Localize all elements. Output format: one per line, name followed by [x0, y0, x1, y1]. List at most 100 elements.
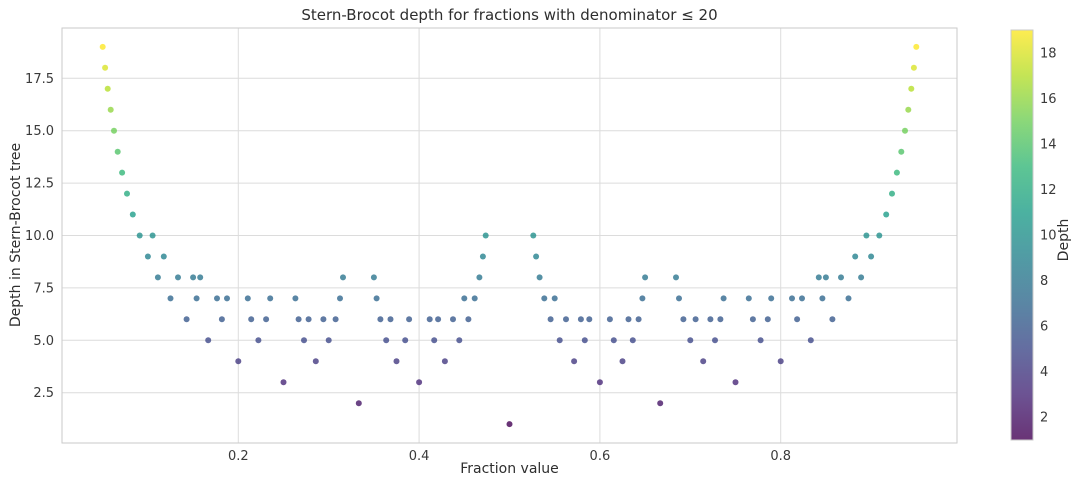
data-point — [373, 295, 380, 302]
data-point — [104, 85, 111, 92]
data-point — [794, 316, 801, 323]
data-point — [789, 295, 795, 302]
data-point — [898, 148, 905, 155]
data-point — [586, 316, 593, 323]
data-point — [193, 295, 200, 302]
data-point — [218, 316, 225, 323]
x-tick-label: 0.2 — [228, 449, 249, 464]
data-point — [893, 169, 900, 176]
y-tick-label: 10.0 — [25, 229, 54, 244]
data-point — [547, 316, 554, 323]
x-axis-label: Fraction value — [460, 461, 559, 477]
x-tick-label: 0.6 — [590, 449, 611, 464]
data-point — [465, 316, 472, 323]
data-point — [114, 148, 121, 155]
data-point — [119, 169, 126, 176]
data-point — [102, 64, 109, 71]
data-point — [700, 358, 707, 365]
data-point — [749, 316, 756, 323]
colorbar-tick-label: 10 — [1040, 229, 1057, 244]
data-point — [822, 274, 829, 281]
data-point — [571, 358, 578, 365]
data-point — [858, 274, 865, 281]
data-point — [596, 379, 603, 386]
data-point — [280, 379, 287, 386]
data-point — [406, 316, 413, 323]
data-point — [676, 295, 682, 302]
data-point — [707, 316, 714, 323]
colorbar-tick-label: 18 — [1040, 46, 1057, 61]
data-point — [154, 274, 161, 281]
data-point — [889, 190, 895, 197]
data-point — [332, 316, 339, 323]
data-point — [868, 253, 875, 260]
data-point — [99, 43, 106, 50]
data-point — [387, 316, 394, 323]
data-point — [301, 337, 307, 344]
y-tick-label: 2.5 — [33, 386, 54, 401]
data-point — [556, 337, 563, 344]
data-point — [902, 127, 908, 134]
colorbar-label: Depth — [1056, 218, 1072, 262]
data-point — [107, 106, 114, 113]
data-point — [337, 295, 343, 302]
data-point — [905, 106, 912, 113]
data-point — [482, 232, 489, 239]
data-point — [175, 274, 181, 281]
data-point — [619, 358, 626, 365]
data-point — [111, 127, 117, 134]
data-point — [829, 316, 836, 323]
data-point — [606, 316, 613, 323]
data-point — [908, 85, 915, 92]
data-point — [224, 295, 230, 302]
data-point — [167, 295, 174, 302]
data-point — [692, 316, 699, 323]
y-tick-label: 12.5 — [25, 177, 54, 192]
data-point — [720, 295, 727, 302]
colorbar-tick-label: 12 — [1040, 183, 1057, 198]
y-axis-label: Depth in Stern-Brocot tree — [8, 142, 24, 328]
data-point — [815, 274, 822, 281]
data-point — [370, 274, 377, 281]
data-point — [205, 337, 212, 344]
data-point — [657, 400, 664, 407]
data-point — [732, 379, 739, 386]
data-point — [190, 274, 197, 281]
data-point — [456, 337, 463, 344]
data-point — [863, 232, 870, 239]
data-point — [267, 295, 274, 302]
data-point — [461, 295, 468, 302]
data-point — [441, 358, 448, 365]
data-point — [292, 295, 299, 302]
colorbar-gradient — [1011, 30, 1033, 440]
data-point — [312, 358, 319, 365]
data-point — [680, 316, 687, 323]
data-point — [325, 337, 332, 344]
data-point — [530, 232, 537, 239]
data-point — [255, 337, 262, 344]
data-point — [635, 316, 642, 323]
data-point — [183, 316, 190, 323]
data-point — [244, 295, 251, 302]
data-point — [625, 316, 632, 323]
scatter-points — [99, 43, 920, 428]
data-point — [577, 316, 584, 323]
data-point — [295, 316, 302, 323]
data-point — [144, 253, 151, 260]
data-point — [305, 316, 312, 323]
data-point — [383, 337, 390, 344]
x-tick-label: 0.8 — [770, 449, 791, 464]
colorbar-tick-label: 8 — [1040, 274, 1048, 289]
data-point — [248, 316, 255, 323]
data-point — [197, 274, 204, 281]
data-point — [717, 316, 724, 323]
data-point — [883, 211, 890, 218]
data-point — [129, 211, 136, 218]
data-point — [214, 295, 220, 302]
data-point — [476, 274, 483, 281]
data-point — [610, 337, 617, 344]
data-point — [807, 337, 814, 344]
data-point — [712, 337, 718, 344]
data-point — [149, 232, 156, 239]
data-point — [320, 316, 327, 323]
